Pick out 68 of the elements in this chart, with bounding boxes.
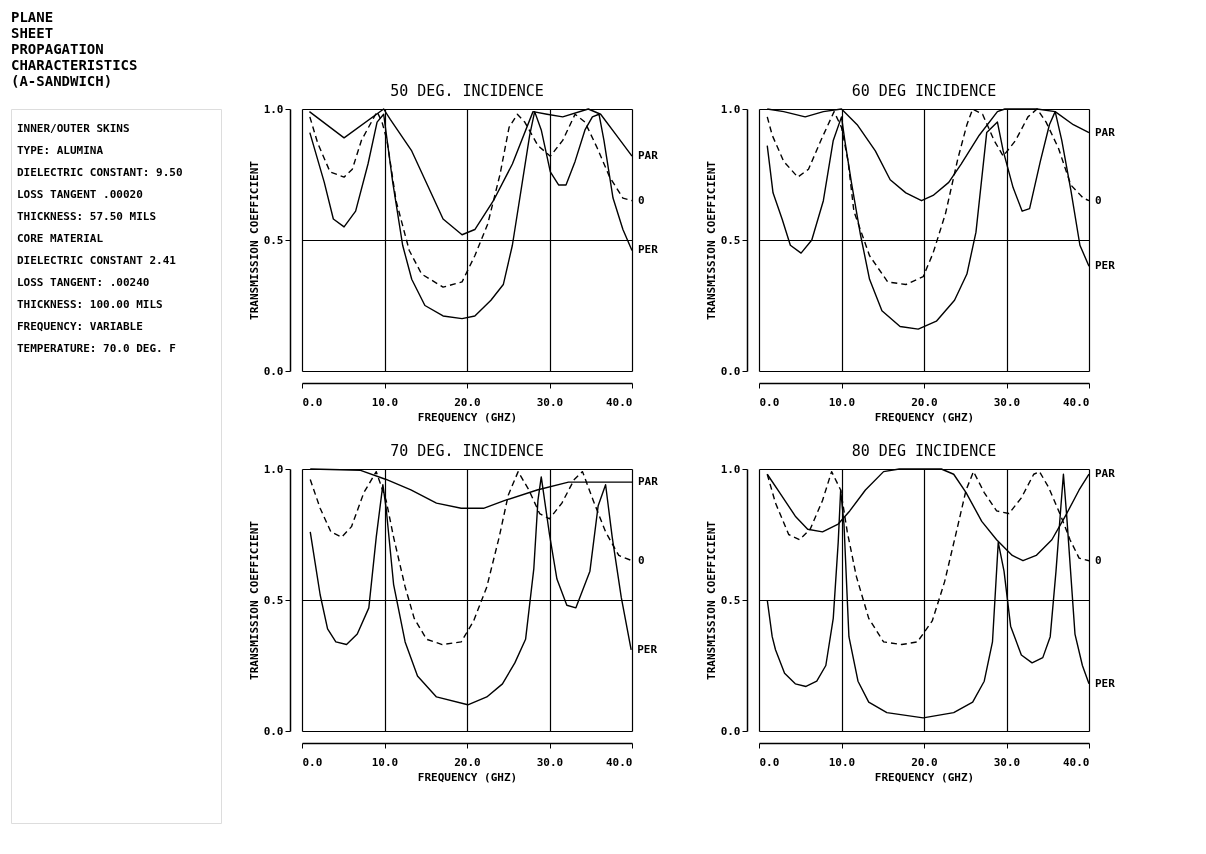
y-axis-title: TRANSMISSION COEFFICIENT <box>704 520 718 680</box>
y-tick-label: 0.5 <box>263 233 284 247</box>
x-tick-label: 0.0 <box>759 755 780 769</box>
y-tick-label: 0.0 <box>720 724 741 738</box>
y-tick-label: 0.0 <box>720 364 741 378</box>
x-tick-label: 0.0 <box>759 395 780 409</box>
chart-title: 80 DEG INCIDENCE <box>851 442 997 460</box>
x-axis-title: FREQUENCY (GHZ) <box>417 770 518 784</box>
y-axis-title: TRANSMISSION COEFFICIENT <box>247 520 261 680</box>
y-tick-label: 0.0 <box>263 364 284 378</box>
text: TEMPERATURE: 70.0 DEG. F <box>17 342 176 355</box>
x-tick-label: 20.0 <box>454 755 481 769</box>
text: LOSS TANGENT: .00240 <box>17 276 150 289</box>
x-tick-label: 30.0 <box>536 395 564 409</box>
text: THICKNESS: 57.50 MILS <box>17 210 157 223</box>
series-label: PER <box>638 243 659 257</box>
x-tick-label: 10.0 <box>371 395 399 409</box>
x-tick-label: 40.0 <box>606 755 633 769</box>
text: FREQUENCY: VARIABLE <box>17 320 143 333</box>
x-tick-label: 30.0 <box>993 755 1021 769</box>
x-tick-label: 40.0 <box>1063 395 1090 409</box>
x-tick-label: 10.0 <box>828 395 856 409</box>
y-tick-label: 0.5 <box>263 593 284 607</box>
x-tick-label: 10.0 <box>828 755 856 769</box>
chart-title: 50 DEG. INCIDENCE <box>390 82 544 100</box>
y-tick-label: 1.0 <box>263 462 284 476</box>
text: DIELECTRIC CONSTANT 2.41 <box>17 254 177 267</box>
x-tick-label: 20.0 <box>454 395 481 409</box>
text: THICKNESS: 100.00 MILS <box>17 298 163 311</box>
series-label: PAR <box>638 149 659 163</box>
y-tick-label: 0.5 <box>720 593 741 607</box>
series-label: 0 <box>638 553 645 567</box>
x-axis-title: FREQUENCY (GHZ) <box>874 410 975 424</box>
x-tick-label: 0.0 <box>302 755 323 769</box>
chart-title: 70 DEG. INCIDENCE <box>390 442 544 460</box>
x-tick-label: 30.0 <box>993 395 1021 409</box>
series-label: 0 <box>1095 553 1102 567</box>
text: DIELECTRIC CONSTANT: 9.50 <box>17 166 183 179</box>
x-tick-label: 40.0 <box>1063 755 1090 769</box>
text: TYPE: ALUMINA <box>17 144 104 157</box>
x-tick-label: 20.0 <box>911 755 938 769</box>
x-tick-label: 10.0 <box>371 755 399 769</box>
text: CORE MATERIAL <box>17 232 104 245</box>
series-label: PER <box>1095 676 1116 690</box>
x-tick-label: 0.0 <box>302 395 323 409</box>
x-tick-label: 30.0 <box>536 755 564 769</box>
series-label: PER <box>1095 259 1116 273</box>
text: PLANE SHEET PROPAGATION CHARACTERISTICS (A-SANDWICH) <box>11 9 138 89</box>
series-label: 0 <box>638 193 645 207</box>
y-axis-title: TRANSMISSION COEFFICIENT <box>247 160 261 320</box>
x-axis-title: FREQUENCY (GHZ) <box>874 770 975 784</box>
x-tick-label: 40.0 <box>606 395 633 409</box>
y-axis-title: TRANSMISSION COEFFICIENT <box>704 160 718 320</box>
series-label: PAR <box>1095 125 1116 139</box>
y-tick-label: 0.5 <box>720 233 741 247</box>
series-label: PAR <box>638 475 659 489</box>
y-tick-label: 1.0 <box>720 102 741 116</box>
text: LOSS TANGENT .00020 <box>17 188 143 201</box>
series-label: 0 <box>1095 193 1102 207</box>
series-label: PAR <box>1095 467 1116 481</box>
series-label: PER <box>637 642 658 656</box>
chart-title: 60 DEG INCIDENCE <box>851 82 997 100</box>
y-tick-label: 1.0 <box>720 462 741 476</box>
x-axis-title: FREQUENCY (GHZ) <box>417 410 518 424</box>
y-tick-label: 0.0 <box>263 724 284 738</box>
text: INNER/OUTER SKINS <box>17 122 130 135</box>
y-tick-label: 1.0 <box>263 102 284 116</box>
x-tick-label: 20.0 <box>911 395 938 409</box>
